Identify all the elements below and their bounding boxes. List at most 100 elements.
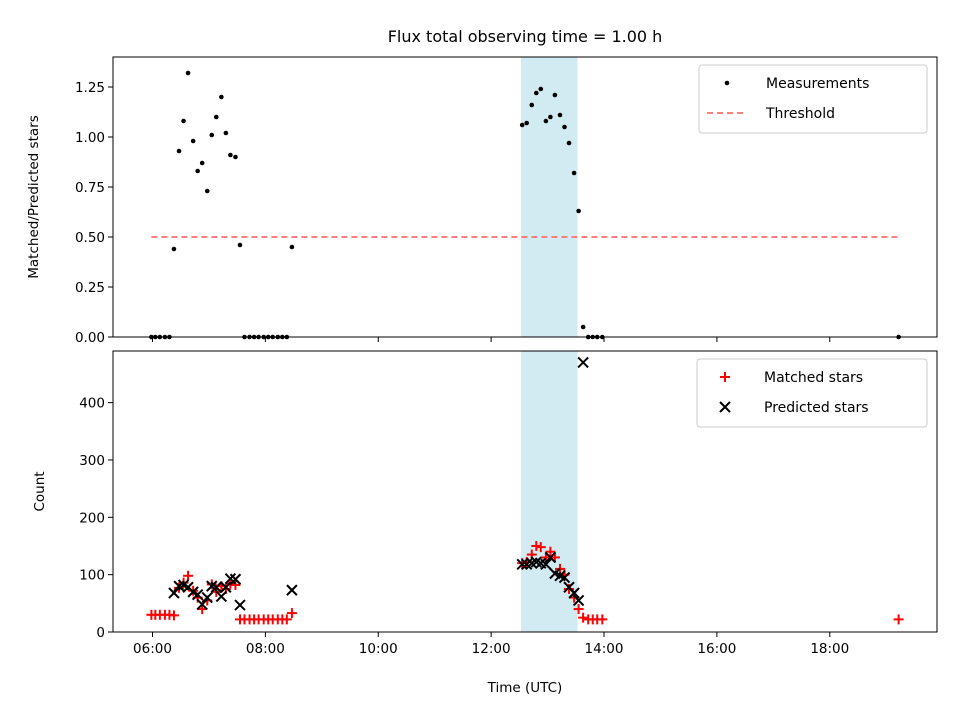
legend-threshold-label: Threshold xyxy=(765,106,835,122)
measurement-point xyxy=(562,124,567,130)
measurement-point xyxy=(533,90,539,96)
measurement-point xyxy=(519,122,525,128)
predicted-star-point xyxy=(168,587,180,599)
measurement-point xyxy=(213,114,219,120)
matched-star-point xyxy=(893,614,904,625)
measurement-point xyxy=(181,118,186,124)
count-y-ticks: 0 100 200 300 400 xyxy=(79,396,113,641)
count-y-axis-label: Count xyxy=(32,471,48,511)
y-tick-label: 400 xyxy=(79,396,105,412)
matched-star-point xyxy=(174,582,185,593)
ratio-panel: 0.00 0.25 0.50 0.75 1.00 1.25 Flux total obse… xyxy=(26,27,938,346)
matched-star-point xyxy=(286,608,297,619)
legend-matched-label: Matched stars xyxy=(764,370,863,386)
measurement-point xyxy=(171,246,177,252)
ratio-y-axis-label: Matched/Predicted stars xyxy=(26,115,42,278)
matched-star-point xyxy=(183,570,194,581)
observing-window-span xyxy=(521,57,578,337)
measurement-point xyxy=(233,154,238,160)
matched-star-point xyxy=(206,579,217,590)
count-axes-frame xyxy=(112,350,938,633)
x-tick-label: 06:00 xyxy=(133,641,172,657)
matched-star-point xyxy=(578,612,589,623)
legend-x-glyph xyxy=(719,401,731,413)
measurement-point xyxy=(199,160,205,166)
ratio-x-ticks xyxy=(152,337,831,342)
legend-predicted-label: Predicted stars xyxy=(764,400,869,416)
chart-title: Flux total observing time = 1.00 h xyxy=(388,27,663,46)
count-marks xyxy=(146,356,904,625)
predicted-star-point xyxy=(544,551,557,564)
measurement-point xyxy=(209,132,215,138)
matched-star-point xyxy=(573,604,584,615)
predicted-star-point xyxy=(286,584,298,596)
x-tick-label: 16:00 xyxy=(697,641,736,657)
ratio-marks xyxy=(149,70,901,340)
measurement-point xyxy=(548,114,553,120)
measurement-point xyxy=(580,324,586,330)
ratio-legend: Measurements Threshold xyxy=(698,64,928,134)
ratio-axes-frame xyxy=(112,56,938,338)
count-x-ticks: 06:00 08:00 10:00 12:00 14:00 16:00 18:00 xyxy=(133,632,849,657)
measurement-point xyxy=(552,92,558,98)
measurement-point xyxy=(204,188,210,194)
predicted-star-point xyxy=(210,581,222,593)
measurement-point xyxy=(543,118,549,124)
measurement-point xyxy=(538,86,544,92)
x-tick-label: 10:00 xyxy=(359,641,398,657)
measurement-point xyxy=(190,138,196,144)
legend-matched-marker xyxy=(720,372,730,382)
x-tick-label: 08:00 xyxy=(246,641,285,657)
measurement-point xyxy=(289,244,295,250)
predicted-star-point xyxy=(540,558,552,571)
x-tick-label: 12:00 xyxy=(472,641,511,657)
matched-star-point xyxy=(597,614,608,625)
count-legend-box xyxy=(696,358,928,428)
predicted-star-point xyxy=(568,587,580,599)
y-tick-label: 300 xyxy=(79,453,105,469)
predicted-star-point xyxy=(516,558,528,571)
predicted-star-point xyxy=(215,590,228,603)
y-tick-label: 0.00 xyxy=(75,330,105,346)
matched-star-point xyxy=(531,540,542,551)
predicted-star-point xyxy=(572,594,585,607)
matched-star-point xyxy=(545,546,556,557)
predicted-star-point xyxy=(191,589,204,601)
measurement-point xyxy=(185,70,191,76)
measurement-point xyxy=(576,208,581,214)
measurement-point xyxy=(237,242,243,248)
measurement-point xyxy=(557,112,563,118)
measurement-point xyxy=(529,102,535,108)
ratio-legend-box xyxy=(698,64,928,134)
measurement-point xyxy=(524,120,529,126)
matched-star-point xyxy=(168,610,179,621)
y-tick-label: 0.75 xyxy=(75,180,105,196)
measurement-point xyxy=(228,152,233,158)
count-legend: Matched stars Predicted stars xyxy=(696,358,928,428)
y-tick-label: 0.50 xyxy=(75,230,105,246)
matched-star-point xyxy=(230,579,241,590)
predicted-star-point xyxy=(201,591,213,604)
y-tick-label: 0.25 xyxy=(75,280,105,296)
y-tick-label: 1.00 xyxy=(75,130,105,146)
measurement-point xyxy=(566,140,572,146)
x-tick-label: 18:00 xyxy=(810,641,849,657)
y-tick-label: 100 xyxy=(79,568,105,584)
predicted-star-point xyxy=(229,573,242,585)
predicted-star-point xyxy=(558,571,571,584)
legend-plus-glyph xyxy=(720,372,730,382)
predicted-star-point xyxy=(577,356,589,369)
predicted-star-point xyxy=(220,581,232,593)
legend-measurements-marker xyxy=(724,80,730,86)
predicted-star-point xyxy=(234,599,246,611)
x-axis-label: Time (UTC) xyxy=(487,680,563,696)
legend-predicted-marker xyxy=(719,401,731,413)
matched-star-point xyxy=(535,542,546,553)
legend-measurements-label: Measurements xyxy=(766,76,869,92)
y-tick-label: 200 xyxy=(79,510,105,526)
measurement-point xyxy=(571,170,577,176)
count-panel: 0 100 200 300 400 06:00 08:00 10:00 12:00 14:00 1… xyxy=(32,350,938,696)
measurement-point xyxy=(223,130,229,136)
y-tick-label: 0 xyxy=(96,625,105,641)
